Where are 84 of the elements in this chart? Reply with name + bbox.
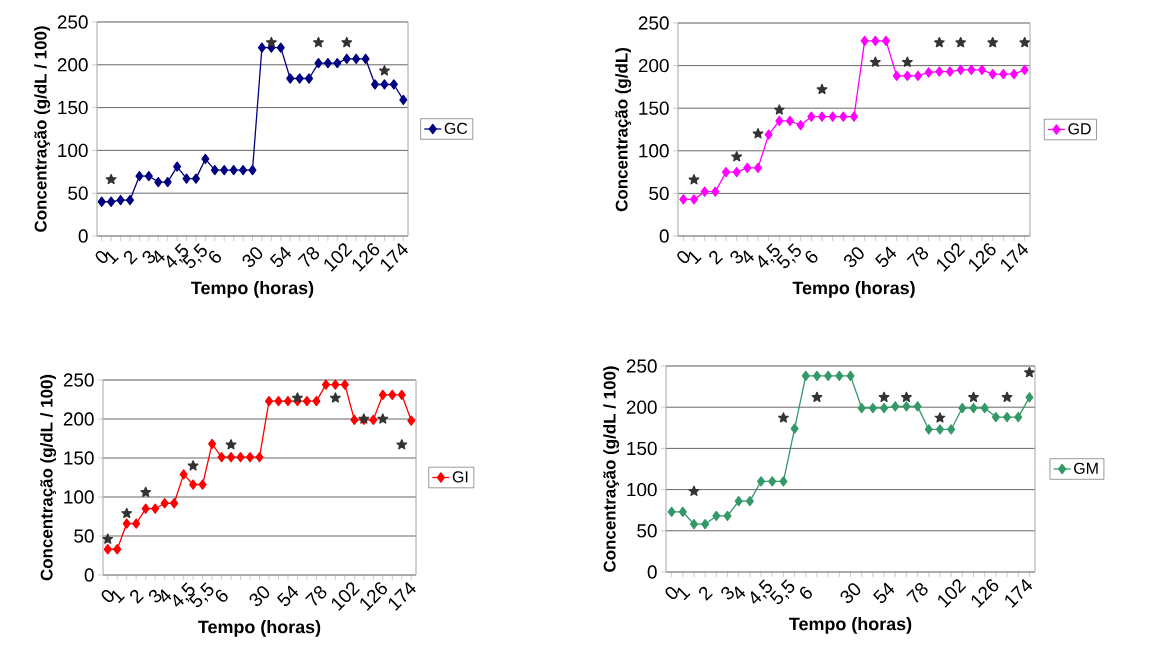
y-tick-label: 50 — [637, 524, 657, 538]
x-tick-label: 4,5 — [750, 579, 772, 604]
x-tick-label: 78 — [297, 247, 320, 267]
x-tick-label: 2 — [699, 586, 713, 601]
y-axis-title: Concentração (g/dL) — [615, 48, 632, 212]
x-tick-label: 1 — [677, 587, 691, 601]
y-tick-label: 150 — [639, 101, 669, 115]
x-tick-label: 0 — [665, 586, 678, 600]
x-tick-label: 54 — [276, 585, 299, 607]
y-tick-label: 50 — [649, 186, 669, 201]
x-tick-label: 54 — [875, 246, 897, 268]
x-tick-label: 102 — [331, 582, 360, 611]
y-tick-label: 0 — [647, 565, 657, 579]
x-tick-label: 4 — [734, 586, 746, 599]
x-tick-label: 6 — [209, 250, 222, 263]
x-tick-label: 4 — [154, 250, 165, 263]
y-tick-label: 50 — [68, 186, 88, 200]
x-tick-label: 0 — [677, 250, 690, 264]
x-tick-label: 4 — [743, 250, 754, 263]
x-tick-label: 1 — [111, 590, 125, 604]
x-tick-label: 30 — [249, 586, 270, 607]
y-tick-label: 0 — [659, 229, 669, 243]
x-tick-label: 126 — [971, 579, 999, 608]
x-tick-label: 126 — [352, 243, 380, 272]
x-tick-label: 6 — [800, 586, 812, 599]
x-tick-label: 174 — [1005, 578, 1033, 608]
x-tick-label: 126 — [360, 582, 387, 611]
x-tick-label: 174 — [380, 242, 408, 272]
x-tick-label: 5,5 — [769, 579, 795, 605]
x-tick-label: 2 — [709, 250, 724, 265]
x-tick-label: 102 — [937, 243, 966, 272]
y-tick-label: 200 — [638, 58, 669, 73]
y-tick-label: 100 — [58, 143, 88, 158]
y-tick-label: 0 — [78, 229, 88, 243]
x-tick-label: 3 — [730, 250, 744, 264]
x-tick-label: 30 — [242, 247, 263, 268]
x-tick-label: 78 — [305, 586, 327, 606]
x-tick-label: 6 — [215, 589, 228, 602]
x-tick-label: 0 — [101, 589, 114, 603]
x-tick-label: 126 — [969, 243, 996, 272]
x-tick-label: 3 — [142, 250, 156, 264]
y-tick-label: 200 — [57, 58, 88, 72]
legend-label: GD — [1068, 123, 1091, 135]
x-tick-label: 78 — [906, 247, 929, 267]
x-tick-label: 54 — [269, 246, 292, 268]
y-tick-label: 150 — [58, 100, 88, 115]
y-tick-label: 50 — [74, 529, 94, 543]
x-tick-label: 2 — [123, 250, 138, 265]
x-tick-label: 54 — [873, 582, 895, 604]
y-tick-label: 250 — [638, 16, 669, 30]
x-tick-label: 102 — [938, 579, 967, 608]
y-tick-label: 200 — [626, 400, 657, 414]
y-tick-label: 100 — [627, 482, 657, 497]
x-tick-label: 102 — [324, 243, 353, 272]
x-axis-title: Tempo (horas) — [191, 281, 314, 298]
x-tick-label: 3 — [148, 589, 162, 603]
legend-label: GM — [1074, 462, 1098, 474]
y-tick-label: 150 — [627, 441, 657, 456]
x-tick-label: 174 — [388, 581, 416, 611]
x-tick-label: 3 — [721, 586, 734, 600]
legend-label: GI — [452, 471, 468, 483]
x-tick-label: 2 — [130, 589, 144, 604]
y-axis-title: Concentração (g/dL / 100) — [603, 366, 620, 572]
legend-label: GC — [444, 122, 468, 134]
x-axis-title: Tempo (horas) — [198, 620, 321, 637]
x-tick-label: 30 — [840, 583, 861, 604]
y-tick-label: 200 — [63, 412, 94, 426]
x-tick-label: 78 — [906, 583, 928, 603]
x-tick-label: 4 — [160, 589, 172, 602]
x-tick-label: 30 — [844, 247, 864, 268]
y-tick-label: 0 — [84, 568, 94, 582]
y-tick-label: 250 — [626, 359, 657, 373]
y-tick-label: 100 — [639, 144, 669, 158]
y-tick-label: 250 — [57, 15, 88, 29]
y-tick-label: 150 — [64, 451, 94, 465]
y-axis-title: Concentração (g/dL / 100) — [34, 26, 51, 232]
y-tick-label: 250 — [63, 373, 94, 387]
x-tick-label: 174 — [1001, 242, 1029, 272]
y-axis-title: Concentração (g/dL / 100) — [40, 374, 57, 581]
x-tick-label: 6 — [805, 250, 818, 263]
x-axis-title: Tempo (horas) — [789, 617, 912, 634]
x-tick-label: 1 — [688, 251, 702, 265]
x-axis-title: Tempo (horas) — [792, 281, 915, 298]
y-tick-label: 100 — [64, 490, 94, 504]
